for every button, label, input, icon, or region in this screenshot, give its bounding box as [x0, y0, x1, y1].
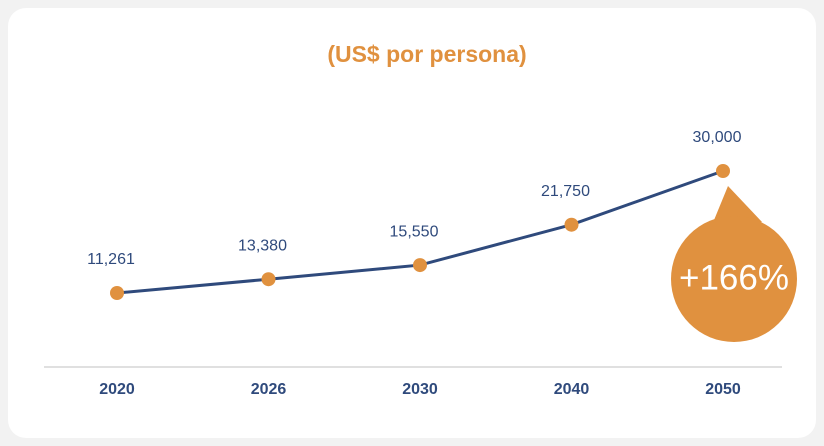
x-tick-label: 2020	[99, 381, 135, 398]
marker	[413, 258, 427, 273]
marker	[716, 164, 730, 178]
x-tick-label: 2050	[705, 381, 741, 398]
value-label: 21,750	[541, 183, 590, 200]
x-tick-label: 2030	[402, 381, 438, 398]
value-label: 13,380	[238, 237, 287, 254]
marker	[564, 217, 579, 232]
value-label: 30,000	[693, 129, 742, 146]
value-label: 11,261	[87, 251, 135, 268]
marker	[110, 286, 124, 300]
card	[8, 8, 816, 438]
x-tick-label: 2040	[554, 381, 590, 398]
value-label: 15,550	[390, 223, 439, 240]
annotation: +166%	[679, 258, 789, 297]
chart-title: (US$ por persona)	[327, 41, 526, 67]
callout	[671, 216, 797, 342]
x-tick-label: 2026	[251, 381, 287, 398]
callout-tail	[712, 186, 762, 225]
marker	[261, 272, 276, 287]
